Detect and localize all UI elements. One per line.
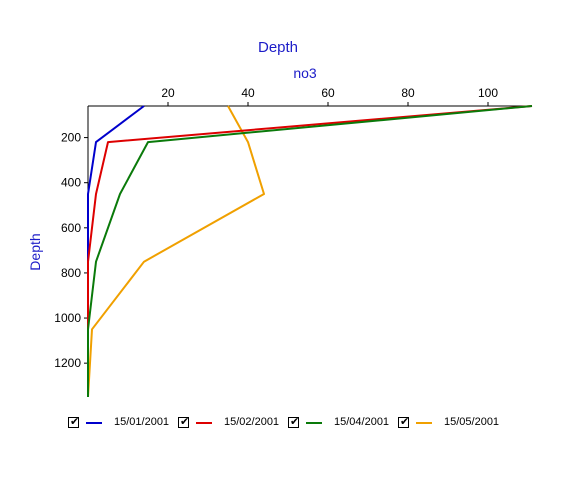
x-tick-label: 60 <box>321 86 335 100</box>
y-tick-label: 200 <box>61 131 81 145</box>
legend-swatch <box>416 422 432 424</box>
checkmark-icon: ✔ <box>70 416 80 428</box>
series-line-3 <box>87 105 533 397</box>
x-tick-label: 20 <box>161 86 175 100</box>
axes: 20 40 60 80 100 200 400 600 800 1000 1200 <box>54 86 532 397</box>
legend-swatch <box>306 422 322 424</box>
series-line-2 <box>87 105 533 397</box>
y-tick-label: 1000 <box>54 311 81 325</box>
legend-swatch <box>86 422 102 424</box>
legend-checkbox[interactable]: ✔ <box>178 416 190 428</box>
legend-label: 15/02/2001 <box>224 416 280 428</box>
series-line-1 <box>87 105 145 397</box>
legend-checkbox[interactable]: ✔ <box>68 416 80 428</box>
x-tick-label: 80 <box>401 86 415 100</box>
series-layer <box>87 105 533 398</box>
checkmark-icon: ✔ <box>400 416 410 428</box>
checkmark-icon: ✔ <box>290 416 300 428</box>
legend-label: 15/01/2001 <box>114 416 170 428</box>
y-tick-label: 400 <box>61 176 81 190</box>
x-tick-label: 100 <box>478 86 498 100</box>
y-tick-label: 600 <box>61 221 81 235</box>
y-tick-label: 800 <box>61 266 81 280</box>
legend-swatch <box>196 422 212 424</box>
legend-checkbox[interactable]: ✔ <box>398 416 410 428</box>
checkmark-icon: ✔ <box>180 416 190 428</box>
x-axis-title: no3 <box>293 65 317 81</box>
x-tick-label: 40 <box>241 86 255 100</box>
y-tick-label: 1200 <box>54 356 81 370</box>
series-line-4 <box>87 105 265 398</box>
y-axis-title: Depth <box>27 233 43 270</box>
chart-title: Depth <box>258 39 298 56</box>
legend-checkbox[interactable]: ✔ <box>288 416 300 428</box>
legend-label: 15/04/2001 <box>334 416 390 428</box>
legend-label: 15/05/2001 <box>444 416 500 428</box>
